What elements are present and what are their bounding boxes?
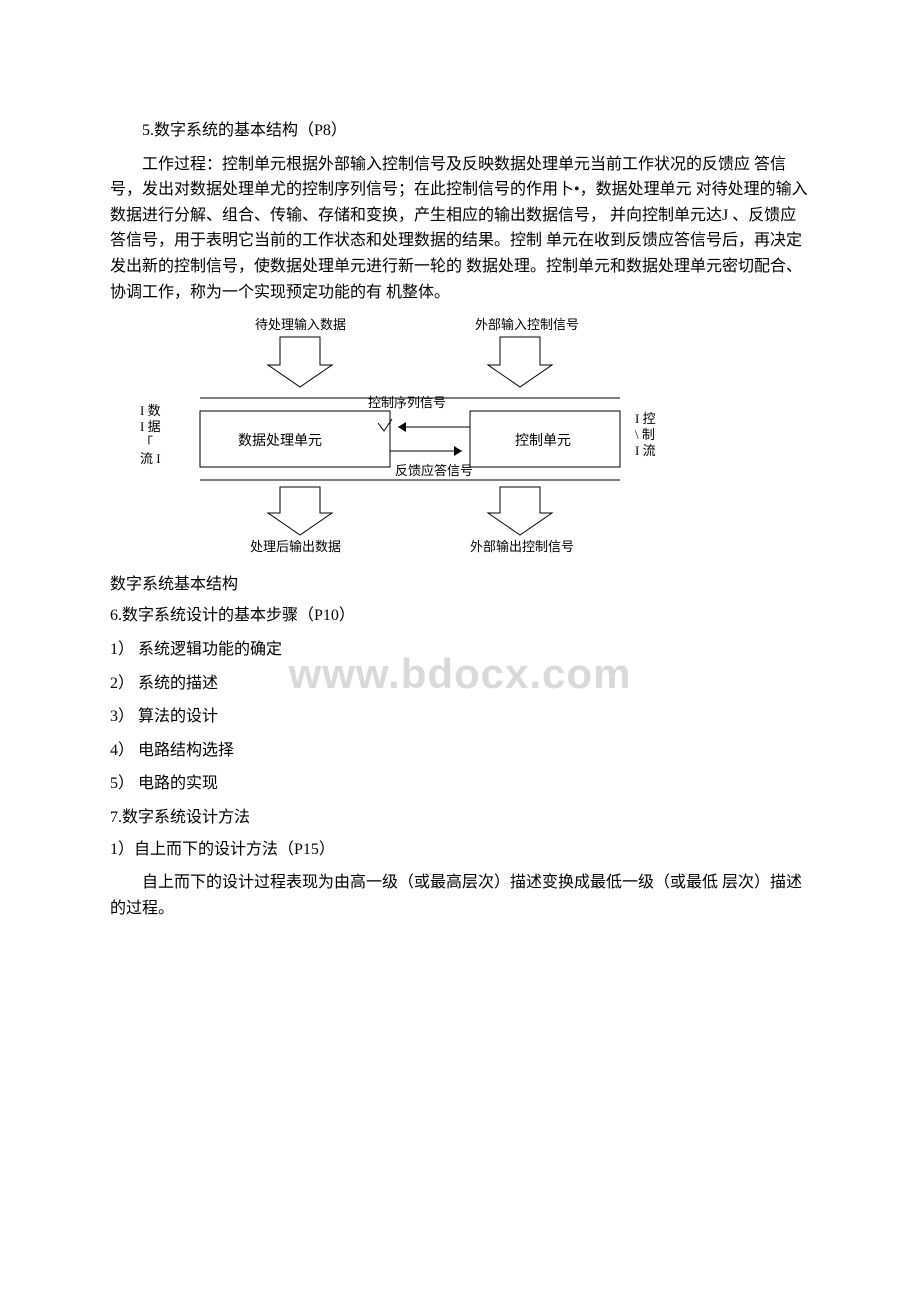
arrow-down-right-bottom	[488, 487, 552, 535]
arrow-down-right-top	[488, 337, 552, 387]
step-5: 5） 电路的实现	[110, 771, 810, 797]
section5-paragraph: 工作过程：控制单元根据外部输入控制信号及反映数据处理单元当前工作状况的反馈应 答…	[110, 152, 810, 306]
section6-title: 6.数字系统设计的基本步骤（P10）	[110, 603, 810, 629]
right-side-1: \ 制	[635, 427, 655, 442]
diagram-label-top-right: 外部输入控制信号	[475, 317, 579, 332]
arrow-down-left-bottom	[268, 487, 332, 535]
right-side-2: I 流	[635, 443, 656, 458]
left-side-1: I 据	[140, 419, 161, 434]
left-side-3: 流 I	[140, 451, 161, 466]
section7-paragraph: 自上而下的设计过程表现为由高一级（或最高层次）描述变换成最低一级（或最低 层次）…	[110, 870, 810, 921]
right-box-label: 控制单元	[515, 433, 571, 449]
section5-title: 5.数字系统的基本结构（P8）	[110, 118, 810, 144]
left-side-0: I 数	[140, 403, 161, 418]
mid-bottom-label: 反馈应答信号	[395, 463, 473, 478]
mid-top-label: 控制序列信号	[368, 395, 446, 410]
section6-steps: 1） 系统逻辑功能的确定 2） 系统的描述 3） 算法的设计 4） 电路结构选择…	[110, 637, 810, 797]
left-side-2: 「	[140, 435, 153, 450]
diagram-label-bottom-right: 外部输出控制信号	[470, 539, 574, 554]
step-1: 1） 系统逻辑功能的确定	[110, 637, 810, 663]
diagram-label-bottom-left: 处理后输出数据	[250, 539, 341, 554]
right-side-0: I 控	[635, 411, 656, 426]
diagram: 待处理输入数据 外部输入控制信号 数据处理单元 控制单元	[120, 315, 810, 564]
section7-title: 7.数字系统设计方法	[110, 805, 810, 831]
diagram-caption: 数字系统基本结构	[110, 572, 810, 598]
step-2: 2） 系统的描述	[110, 671, 810, 697]
diagram-label-top-left: 待处理输入数据	[255, 317, 346, 332]
step-3: 3） 算法的设计	[110, 704, 810, 730]
left-box-label: 数据处理单元	[238, 433, 322, 449]
step-4: 4） 电路结构选择	[110, 738, 810, 764]
arrow-down-left-top	[268, 337, 332, 387]
section7-sub: 1）自上而下的设计方法（P15）	[110, 837, 810, 863]
